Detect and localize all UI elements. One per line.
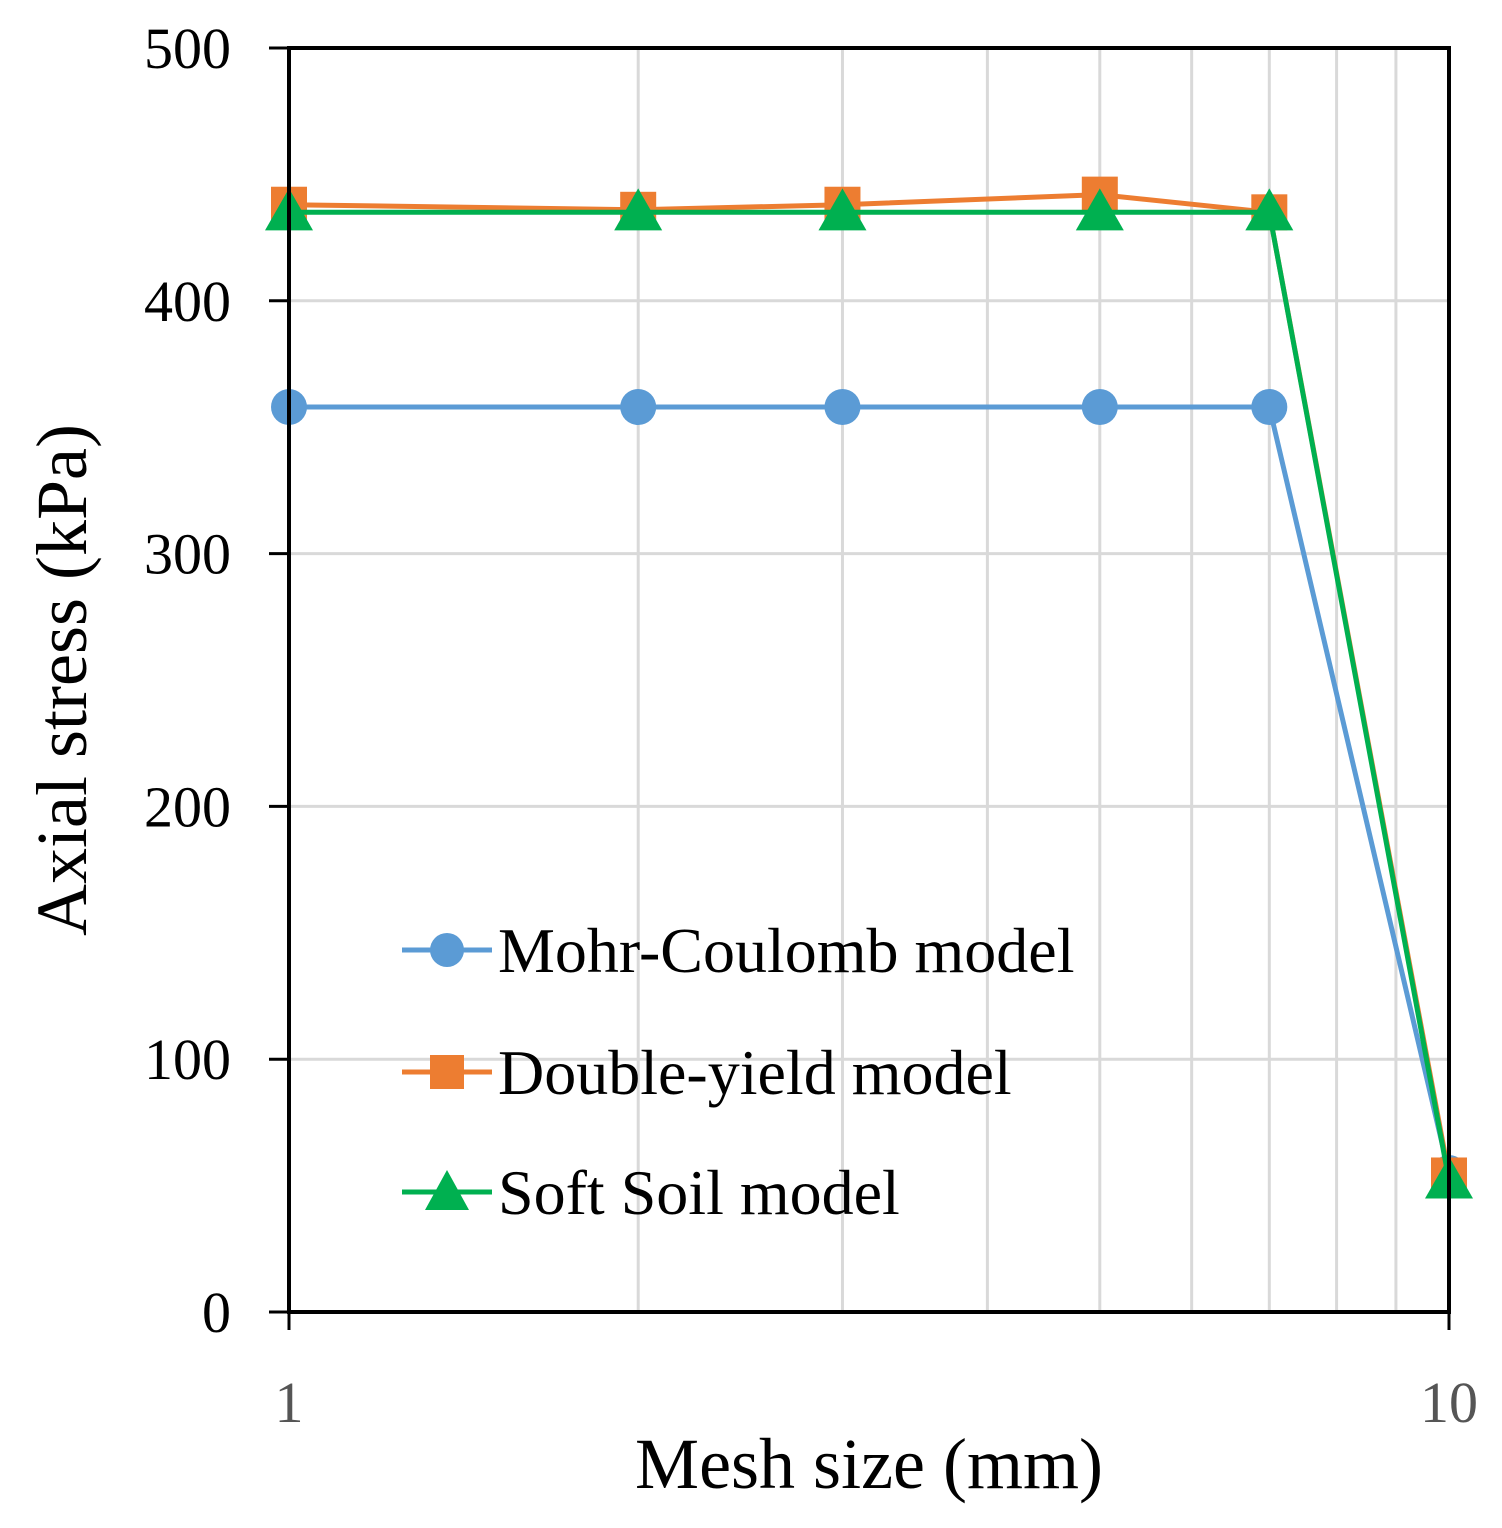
legend-marker-mohr-coulomb bbox=[430, 933, 464, 967]
y-tick-label: 500 bbox=[144, 16, 231, 81]
data-point-mohr-coulomb-model bbox=[1081, 388, 1118, 425]
y-tick-label: 200 bbox=[144, 774, 231, 839]
legend-label-double-yield: Double-yield model bbox=[498, 1037, 1012, 1108]
data-point-mohr-coulomb-model bbox=[824, 388, 861, 425]
legend-marker-soft-soil bbox=[425, 1170, 469, 1210]
y-tick-label: 100 bbox=[144, 1027, 231, 1092]
legend-label-soft-soil: Soft Soil model bbox=[498, 1157, 900, 1228]
x-tick-label: 10 bbox=[1420, 1370, 1478, 1435]
series-line-soft-soil-model bbox=[289, 209, 1452, 1181]
x-axis-title: Mesh size (mm) bbox=[635, 1424, 1103, 1504]
data-point-mohr-coulomb-model bbox=[620, 388, 657, 425]
axis-ticks: 0 100 200 300 400 500 1 10 bbox=[144, 16, 1478, 1435]
series-layer bbox=[265, 176, 1473, 1199]
y-tick-label: 400 bbox=[144, 269, 231, 334]
data-point-soft-soil-model bbox=[818, 188, 867, 231]
data-point-mohr-coulomb-model bbox=[1251, 388, 1288, 425]
x-tick-label: 1 bbox=[275, 1370, 304, 1435]
legend: Mohr-Coulomb model Double-yield model So… bbox=[402, 915, 1074, 1228]
data-point-soft-soil-model bbox=[1075, 188, 1124, 231]
series-line-mohr-coulomb-model bbox=[289, 404, 1452, 1174]
y-tick-label: 0 bbox=[202, 1280, 231, 1345]
data-point-soft-soil-model bbox=[1245, 188, 1294, 231]
legend-marker-double-yield bbox=[430, 1055, 464, 1089]
data-point-soft-soil-model bbox=[614, 188, 663, 231]
legend-label-mohr-coulomb: Mohr-Coulomb model bbox=[498, 915, 1074, 986]
plot-area-frame bbox=[287, 46, 1451, 1314]
y-tick-label: 300 bbox=[144, 522, 231, 587]
grid-lines bbox=[289, 48, 1449, 1312]
y-axis-title: Axial stress (kPa) bbox=[22, 424, 102, 936]
